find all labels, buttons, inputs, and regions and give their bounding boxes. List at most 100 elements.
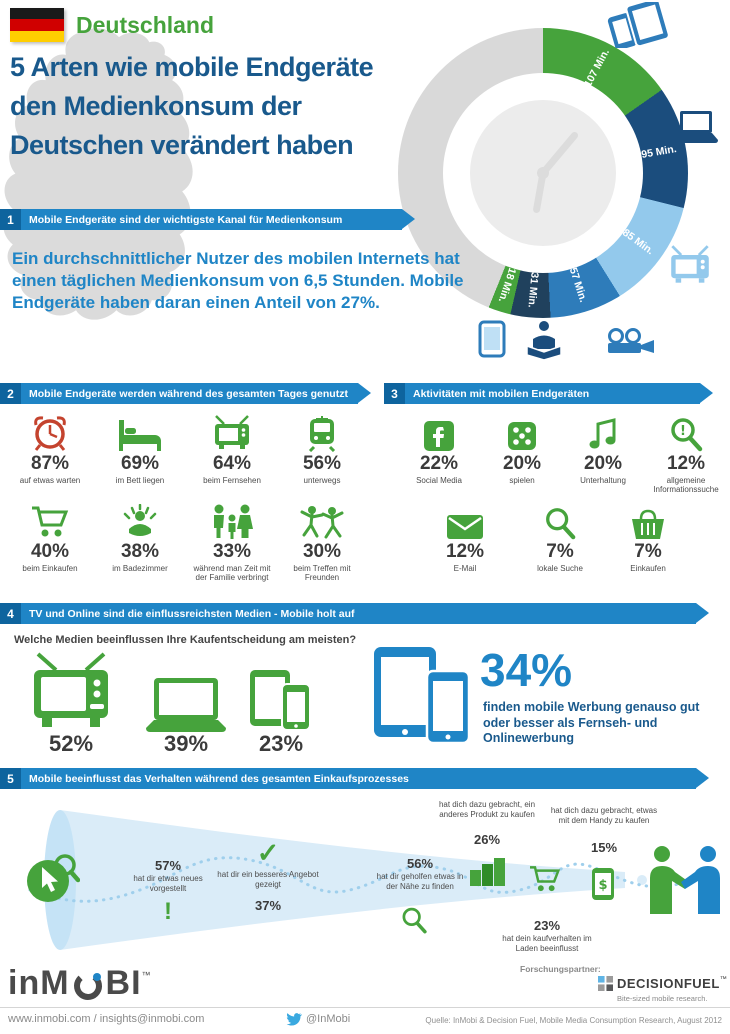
email-icon	[420, 500, 510, 540]
stat-mobile-shopping: 7% Einkaufen	[603, 500, 693, 573]
step4-value: 26%	[473, 832, 501, 847]
step3-value: 56%	[406, 856, 434, 871]
stat-value: 20%	[583, 453, 623, 474]
country-label: Deutschland	[76, 12, 215, 38]
decisionfuel-squares-icon	[598, 976, 613, 991]
facebook-icon	[398, 412, 480, 452]
laptop-icon	[674, 111, 718, 143]
stat-waiting: 87% auf etwas warten	[6, 412, 94, 485]
step1-label: hat dir etwas neues vorgestellt	[133, 874, 203, 893]
stat-commuting: 56% unterwegs	[278, 412, 366, 485]
section1-banner: 1 Mobile Endgeräte sind der wichtigste K…	[0, 209, 415, 230]
stat-value: 22%	[419, 453, 459, 474]
twitter-handle[interactable]: @InMobi	[306, 1013, 351, 1025]
stat-value: 56%	[302, 453, 342, 474]
stat-label: im Badezimmer	[112, 563, 168, 573]
section4-question: Welche Medien beeinflussen Ihre Kaufents…	[14, 634, 357, 646]
tv-icon	[34, 652, 108, 727]
stat-label: beim Fernsehen	[203, 475, 261, 485]
stat-label: beim Treffen mit Freunden	[293, 563, 351, 583]
stat-label: im Bett liegen	[115, 475, 165, 485]
video-icon	[608, 328, 654, 353]
step2-value: 37%	[254, 898, 282, 913]
tablet-icon	[478, 320, 506, 358]
stat-label: E-Mail	[453, 563, 477, 573]
svg-text:$: $	[598, 878, 607, 893]
tv-influence-value: 52%	[48, 731, 94, 756]
germany-flag-icon	[10, 8, 64, 42]
partner-tagline: Bite-sized mobile research.	[617, 994, 708, 1003]
inmobi-trademark: ™	[141, 970, 151, 980]
donut-hole	[443, 73, 643, 273]
website-link[interactable]: www.inmobi.com / insights@inmobi.com	[8, 1013, 205, 1025]
section5-banner: 5 Mobile beeinflusst das Verhalten währe…	[0, 768, 709, 789]
inmobi-logo: inM BI ™	[8, 964, 151, 1003]
stat-value: 33%	[212, 541, 252, 562]
music-icon	[562, 412, 644, 452]
step6-value: 15%	[590, 840, 618, 855]
pointer-search-icon	[27, 854, 80, 902]
inmobi-logo-text-right: BI	[105, 964, 142, 1002]
tv-icon	[671, 245, 709, 283]
smartphone-tablet-icon	[607, 2, 670, 48]
check-icon: ✓	[256, 838, 280, 868]
mobile-ad-highlight-value: 34%	[480, 644, 573, 696]
partner-tm: ™	[719, 976, 727, 983]
stat-value: 30%	[302, 541, 342, 562]
tablet-phone-icon	[374, 647, 471, 745]
section5-number: 5	[0, 768, 21, 789]
partner-name: DECISIONFUEL	[617, 976, 720, 991]
mobile-influence-value: 23%	[258, 731, 304, 756]
section4-banner: 4 TV und Online sind die einflussreichst…	[0, 603, 709, 624]
stat-email: 12% E-Mail	[420, 500, 510, 573]
section2-banner: 2 Mobile Endgeräte werden während des ge…	[0, 383, 371, 404]
stat-value: 38%	[120, 541, 160, 562]
partner-label: Forschungspartner:	[520, 964, 601, 974]
stat-label: auf etwas warten	[19, 475, 81, 485]
phone-pay-icon: $	[592, 868, 614, 900]
reading-person-icon	[526, 321, 562, 360]
local-search-icon	[515, 500, 605, 540]
page-title-line1: 5 Arten wie mobile Endgeräte	[10, 52, 374, 82]
decisionfuel-logo: DECISIONFUEL ™	[598, 976, 727, 991]
stat-family: 33% während man Zeit mit der Familie ver…	[188, 500, 276, 583]
section1-number: 1	[0, 209, 21, 230]
laptop-icon	[146, 678, 226, 732]
stat-bed: 69% im Bett liegen	[96, 412, 184, 485]
stat-gaming: 20% spielen	[482, 412, 562, 485]
mobile-ad-highlight-text: finden mobile Werbung genauso gut oder b…	[483, 700, 700, 746]
stat-value: 12%	[445, 541, 485, 562]
basket-icon	[603, 500, 693, 540]
step5-label: hat dein kaufverhalten im Laden beeinflu…	[502, 934, 592, 953]
section4-number: 4	[0, 603, 21, 624]
stat-label: spielen	[509, 475, 535, 485]
stat-value: 20%	[502, 453, 542, 474]
exclamation-icon: !	[164, 898, 172, 925]
twitter-icon[interactable]	[284, 1012, 302, 1027]
train-icon	[278, 412, 366, 452]
source-note: Quelle: InMobi & Decision Fuel, Mobile M…	[425, 1016, 722, 1025]
step6-label: hat dich dazu gebracht, etwas mit dem Ha…	[550, 806, 658, 825]
clock-face-icon	[470, 100, 616, 246]
step4-label: hat dich dazu gebracht, ein anderes Prod…	[438, 800, 536, 819]
stat-label: Social Media	[416, 475, 462, 485]
stat-value: 87%	[30, 453, 70, 474]
stat-value: 7%	[546, 541, 574, 562]
stat-social-media: 22% Social Media	[398, 412, 480, 485]
family-icon	[188, 500, 276, 540]
section2-banner-text: Mobile Endgeräte werden während des gesa…	[29, 387, 348, 400]
section1-banner-text: Mobile Endgeräte sind der wichtigste Kan…	[29, 213, 343, 226]
boxes-icon	[470, 858, 505, 886]
page-title-line3: Deutschen verändert haben	[10, 130, 354, 160]
clock-icon	[6, 412, 94, 452]
stat-value: 12%	[666, 453, 706, 474]
search-icon	[402, 907, 427, 934]
friends-icon	[278, 500, 366, 540]
section1-paragraph: Ein durchschnittlicher Nutzer des mobile…	[12, 249, 464, 313]
stat-value: 7%	[634, 541, 662, 562]
stat-shopping: 40% beim Einkaufen	[6, 500, 94, 573]
stat-bathroom: 38% im Badezimmer	[96, 500, 184, 573]
inmobi-logo-o-icon	[73, 971, 102, 1000]
stat-label: Einkaufen	[630, 563, 666, 573]
